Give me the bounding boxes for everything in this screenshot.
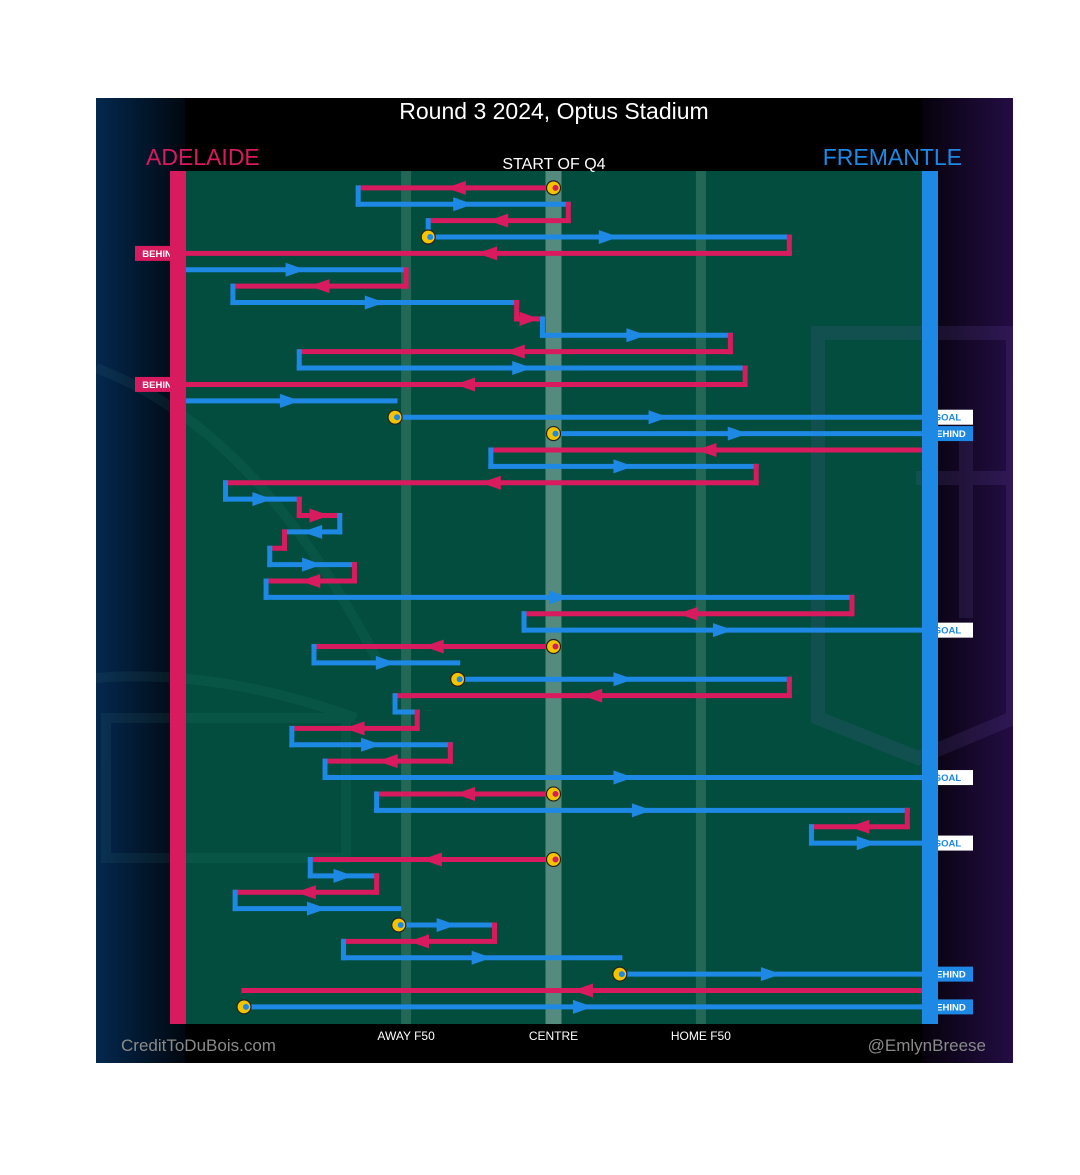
chain-arrow: [582, 688, 603, 703]
chain-2: [182, 393, 398, 408]
x-tick-label: CENTRE: [529, 1029, 578, 1043]
chain-arrow: [572, 999, 593, 1014]
chain-arrow: [377, 754, 398, 769]
chain-arrow: [285, 262, 306, 277]
chart-panel: BEHIND BEHIND GOAL BEHIND GOAL GOAL GOAL BEHIND…: [96, 98, 1013, 1063]
chain-start-marker-dot: [552, 856, 559, 863]
team-left-name: ADELAIDE: [146, 144, 260, 170]
chain-arrow: [408, 934, 429, 949]
chain-start-marker-dot: [552, 643, 559, 650]
possession-chain-chart: BEHIND BEHIND GOAL BEHIND GOAL GOAL GOAL BEHIND…: [96, 98, 1013, 1063]
chain-start-marker-dot: [552, 430, 559, 437]
chain-arrow: [480, 475, 501, 490]
chain-arrow: [512, 361, 533, 376]
start-markers: [236, 180, 628, 1015]
chain-arrow: [252, 492, 273, 507]
chain-arrow: [760, 967, 781, 982]
result-badge-label: BEHIND: [929, 1002, 966, 1013]
result-badge-label: BEHIND: [142, 380, 179, 391]
chart-title: Round 3 2024, Optus Stadium: [399, 98, 708, 124]
chain-start-marker-dot: [397, 921, 404, 928]
chain-5: [223, 442, 925, 638]
team-right-name: FREMANTLE: [823, 144, 962, 170]
chain-arrow: [445, 180, 466, 195]
chain-arrow: [613, 459, 634, 474]
chain-arrow: [613, 770, 634, 785]
chain-arrow: [626, 328, 647, 343]
chain-arrow: [477, 246, 498, 261]
chain-arrow: [423, 639, 444, 654]
chain-arrow: [598, 230, 619, 245]
chain-arrow: [375, 655, 396, 670]
footer-handle: @EmlynBreese: [868, 1036, 986, 1055]
chain-arrow: [364, 295, 385, 310]
footer-bar: [185, 1024, 922, 1063]
chain-arrow: [849, 819, 870, 834]
chain-arrow: [455, 786, 476, 801]
chain-start-marker-dot: [456, 676, 463, 683]
chain-start-marker-dot: [394, 414, 401, 421]
chain-arrow: [678, 606, 699, 621]
chain-arrow: [856, 836, 877, 851]
chain-arrow: [344, 721, 365, 736]
result-badge-label: BEHIND: [929, 970, 966, 981]
chain-arrow: [455, 377, 476, 392]
chain-11: [617, 967, 925, 982]
chain-arrow: [631, 803, 652, 818]
chain-arrow: [648, 410, 669, 425]
chain-start-marker-dot: [618, 971, 625, 978]
chain-arrow: [453, 197, 474, 212]
chain-arrow: [488, 213, 509, 228]
chain-arrow: [300, 574, 321, 588]
result-badge-label: BEHIND: [142, 249, 179, 260]
chain-arrow: [471, 950, 492, 965]
chain-3: [392, 410, 925, 425]
chart-subtitle: START OF Q4: [502, 156, 605, 173]
chain-0: [182, 180, 792, 261]
chain-arrow: [436, 917, 457, 932]
chain-arrow: [727, 426, 748, 441]
title-bar: [185, 98, 922, 171]
chain-1: [182, 262, 748, 392]
result-badge-label: GOAL: [934, 413, 962, 424]
chain-arrow: [333, 868, 354, 883]
chain-12: [241, 983, 925, 998]
chain-arrow: [504, 344, 525, 359]
chain-10: [340, 917, 623, 965]
x-tick-label: HOME F50: [671, 1029, 731, 1043]
chain-6: [311, 639, 556, 670]
adelaide-goal-line: [170, 171, 186, 1024]
chain-7: [289, 672, 925, 785]
chain-arrow: [696, 442, 717, 457]
chain-arrow: [361, 737, 382, 752]
result-badge-label: GOAL: [934, 839, 962, 850]
chain-arrow: [713, 623, 734, 638]
result-badge-label: BEHIND: [929, 429, 966, 440]
chain-start-marker-dot: [427, 234, 434, 241]
chain-arrow: [421, 852, 442, 867]
chain-arrow: [302, 557, 323, 572]
chain-arrow: [306, 901, 327, 916]
footer-credit: CreditToDuBois.com: [121, 1036, 276, 1055]
chain-arrow: [302, 524, 323, 539]
chain-arrow: [549, 590, 570, 605]
chain-13: [241, 999, 925, 1014]
chain-arrow: [613, 672, 634, 687]
result-badge-label: GOAL: [934, 626, 962, 637]
x-tick-label: AWAY F50: [377, 1029, 435, 1043]
chain-arrow: [295, 885, 316, 900]
chain-arrow: [309, 508, 330, 523]
chain-start-marker-dot: [242, 1003, 249, 1010]
result-badge-label: GOAL: [934, 773, 962, 784]
chain-start-marker-dot: [552, 184, 559, 191]
chain-arrow: [519, 311, 540, 326]
chain-9: [232, 852, 556, 916]
chain-4: [551, 426, 925, 441]
fremantle-goal-line: [922, 171, 938, 1024]
chain-arrow: [309, 279, 330, 294]
chain-arrow: [280, 393, 301, 408]
chain-arrow: [572, 983, 593, 998]
chain-start-marker-dot: [552, 790, 559, 797]
chain-8: [374, 786, 925, 851]
